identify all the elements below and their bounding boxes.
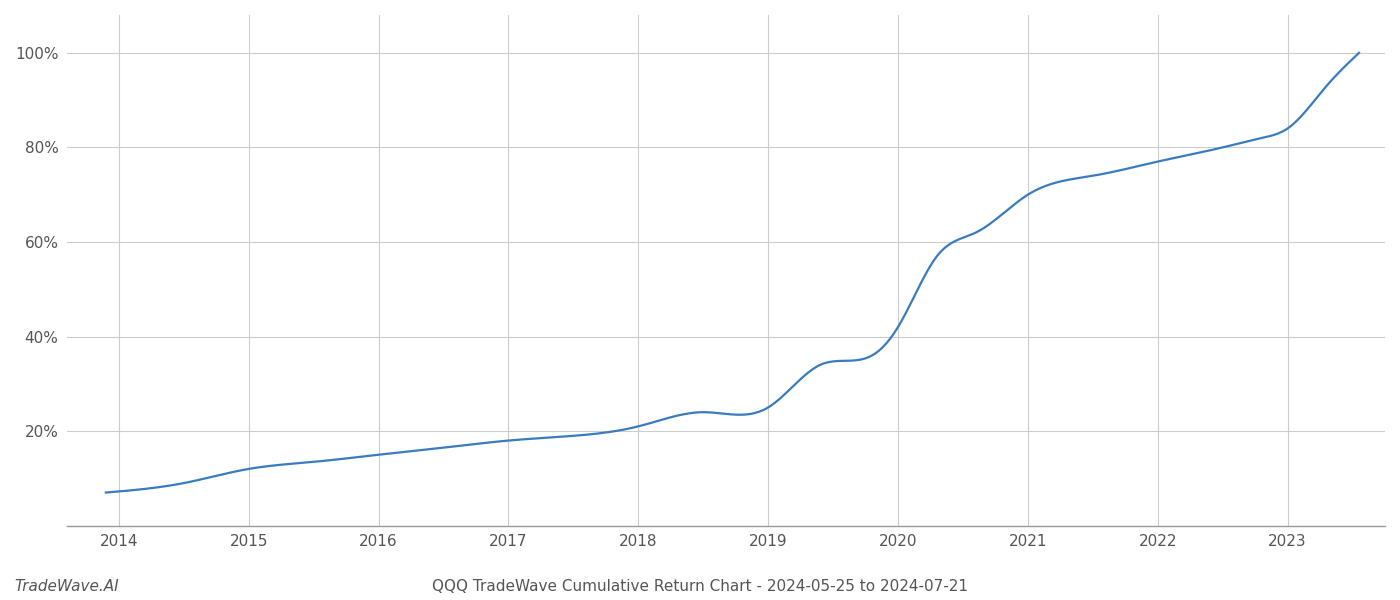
Text: QQQ TradeWave Cumulative Return Chart - 2024-05-25 to 2024-07-21: QQQ TradeWave Cumulative Return Chart - … [433, 579, 967, 594]
Text: TradeWave.AI: TradeWave.AI [14, 579, 119, 594]
